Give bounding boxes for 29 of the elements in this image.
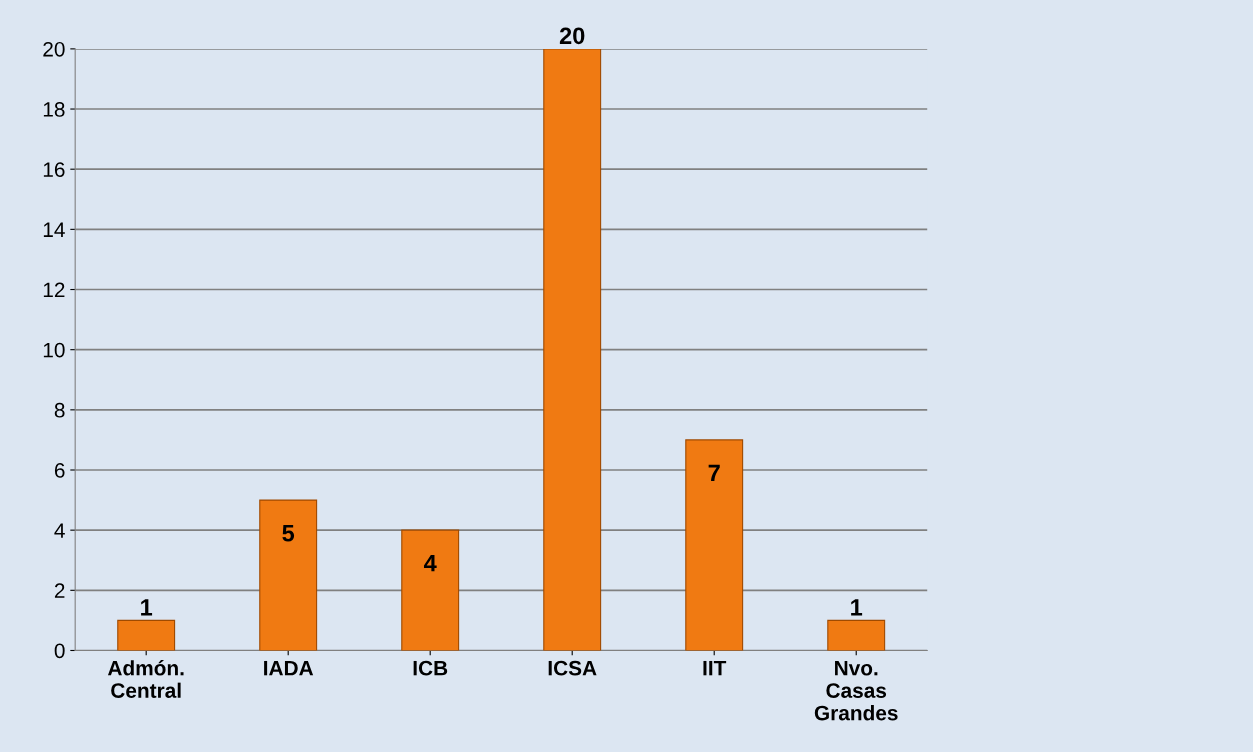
y-tick-label: 14 bbox=[43, 222, 65, 237]
y-tick-label: 10 bbox=[43, 342, 65, 358]
x-tick-label: IADA bbox=[264, 660, 314, 676]
bar bbox=[685, 439, 744, 651]
data-label: 1 bbox=[141, 599, 153, 616]
data-label: 20 bbox=[559, 27, 585, 45]
y-tick-label: 4 bbox=[54, 523, 65, 538]
bar bbox=[259, 499, 318, 651]
bar bbox=[401, 529, 460, 651]
y-tick-label: 16 bbox=[43, 162, 65, 177]
y-tick-label: 6 bbox=[54, 463, 65, 478]
x-tick-label: Admón. Central bbox=[107, 660, 184, 698]
x-tick-label: Nvo. Casas Grandes bbox=[814, 660, 898, 721]
bar bbox=[543, 48, 602, 651]
y-tick-label: 12 bbox=[43, 282, 65, 298]
x-tick-label: IIT bbox=[703, 660, 727, 676]
y-tick-label: 8 bbox=[54, 402, 65, 418]
data-label: 7 bbox=[708, 464, 720, 482]
data-label: 5 bbox=[282, 525, 295, 542]
bar bbox=[117, 619, 176, 651]
y-tick-label: 0 bbox=[54, 643, 65, 659]
data-label: 1 bbox=[851, 599, 863, 616]
y-tick-label: 20 bbox=[43, 41, 65, 57]
x-tick-label: ICSA bbox=[548, 660, 597, 676]
y-tick-label: 18 bbox=[43, 102, 65, 117]
x-tick-label: ICB bbox=[413, 660, 448, 676]
data-label: 4 bbox=[423, 555, 437, 572]
bar bbox=[827, 619, 886, 651]
y-tick-label: 2 bbox=[54, 583, 65, 598]
